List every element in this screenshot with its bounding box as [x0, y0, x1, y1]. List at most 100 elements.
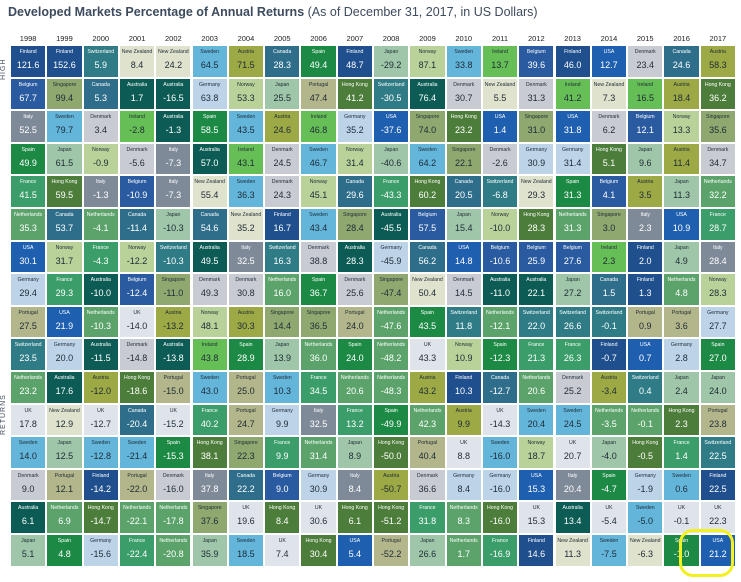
cell-return: 12.1 [55, 483, 74, 494]
table-cell: USA 1.4 [481, 110, 519, 143]
cell-country: Germany [380, 244, 402, 251]
table-cell: Belgium 27.6 [554, 240, 591, 274]
cell-return: 35.6 [709, 125, 727, 136]
cell-country: Hong Kong [51, 179, 78, 186]
table-cell: Ireland 43.8 [191, 338, 228, 371]
table-cell: Norway -0.9 [82, 142, 119, 176]
table-cell: UK 30.6 [300, 501, 337, 534]
cell-return: 12.9 [55, 418, 74, 429]
table-cell: New Zealand 55.4 [191, 175, 228, 208]
cell-return: -12.1 [489, 320, 511, 331]
cell-country: Austria [92, 375, 109, 381]
cell-country: Italy [204, 472, 215, 479]
table-cell: Italy -7.3 [155, 175, 192, 208]
table-cell: Norway 53.3 [227, 77, 265, 111]
cell-return: 22.3 [709, 516, 727, 527]
cell-country: Spain [674, 538, 689, 544]
cell-country: Portugal [381, 538, 401, 544]
table-cell: Sweden -7.5 [590, 534, 628, 567]
cell-country: Portugal [671, 309, 692, 316]
cell-country: Finland [600, 342, 618, 349]
cell-return: 60.2 [418, 190, 437, 201]
cell-country: Switzerland [522, 309, 550, 316]
table-cell: Australia 6.1 [10, 501, 47, 534]
table-cell: Canada 53.7 [46, 208, 83, 241]
table-cell: Denmark 3.4 [82, 110, 119, 143]
table-cell: Denmark 34.7 [699, 142, 736, 176]
table-cell: Netherlands -17.8 [155, 501, 192, 534]
cell-return: 8.4 [275, 516, 289, 527]
table-cell: Denmark 14.5 [445, 273, 482, 306]
cell-return: 49.9 [19, 157, 37, 168]
cell-return: 13.3 [672, 125, 691, 136]
cell-country: Netherlands [667, 277, 696, 284]
cell-return: -22.1 [126, 516, 148, 527]
cell-country: Japan [347, 440, 362, 447]
cell-return: 25.0 [237, 386, 255, 396]
cell-return: 23.8 [709, 418, 727, 429]
cell-country: Australia [90, 277, 111, 284]
table-cell: Finland 16.7 [264, 208, 301, 241]
cell-return: 27.5 [19, 320, 37, 331]
table-cell: Hong Kong 59.5 [46, 175, 83, 208]
cell-return: -14.0 [126, 320, 148, 331]
cell-return: -20.8 [163, 549, 184, 559]
table-cell: Sweden 10.3 [264, 371, 301, 404]
cell-return: 20.4 [527, 418, 546, 429]
cell-return: 52.5 [19, 125, 37, 136]
table-cell: Hong Kong -51.2 [373, 501, 410, 534]
cell-country: Singapore [597, 212, 621, 218]
cell-country: Italy [640, 212, 650, 218]
cell-return: -16.0 [489, 451, 511, 462]
table-cell: Belgium 57.5 [409, 208, 446, 241]
cell-return: -12.4 [126, 288, 148, 299]
cell-country: Sweden [200, 49, 220, 55]
cell-country: Ireland [201, 342, 218, 349]
cell-return: 15.3 [527, 483, 546, 494]
table-cell: France 13.2 [336, 403, 373, 437]
table-cell: Ireland 46.8 [300, 110, 337, 143]
table-cell: Netherlands -10.3 [82, 305, 119, 339]
cell-return: 31.0 [527, 125, 546, 136]
cell-return: -0.1 [637, 418, 653, 429]
cell-return: 4.8 [58, 549, 71, 559]
cell-country: Sweden [236, 538, 256, 544]
cell-return: 41.2 [563, 92, 582, 103]
cell-country: Canada [599, 277, 619, 284]
cell-country: Hong Kong [196, 440, 223, 447]
cell-country: Hong Kong [668, 407, 695, 414]
table-cell: New Zealand 24.2 [155, 45, 192, 78]
cell-country: Netherlands [449, 538, 478, 544]
cell-return: -48.3 [380, 386, 402, 396]
cell-return: -15.2 [163, 418, 184, 429]
table-cell: Sweden 46.7 [300, 142, 337, 176]
table-cell: Finland 14.6 [518, 534, 555, 567]
table-cell: Netherlands 20.6 [518, 371, 555, 404]
table-cell: Hong Kong -16.0 [481, 501, 519, 534]
table-cell: Belgium 67.7 [10, 77, 47, 111]
cell-country: Sweden [200, 375, 220, 381]
cell-country: Switzerland [595, 309, 623, 316]
cell-country: Canada [672, 49, 691, 55]
year-header: 2007 [346, 34, 364, 43]
cell-return: 16.5 [636, 92, 654, 103]
table-cell: Spain 58.5 [191, 110, 228, 143]
cell-return: -0.7 [601, 353, 617, 364]
table-cell: Sweden -21.4 [118, 436, 156, 469]
table-cell: Spain 31.3 [554, 175, 591, 208]
table-cell: New Zealand 5.5 [481, 77, 519, 111]
cell-country: Switzerland [704, 440, 732, 447]
cell-country: Portugal [163, 375, 183, 381]
table-cell: Australia 17.6 [46, 371, 83, 404]
cell-return: 11.3 [673, 190, 690, 201]
cell-return: 22.1 [454, 157, 473, 168]
cell-country: Belgium [563, 244, 583, 251]
table-cell: Australia -13.8 [155, 338, 192, 371]
table-cell: Hong Kong -14.7 [82, 501, 119, 534]
cell-return: 18.7 [527, 451, 546, 462]
table-cell: Switzerland 22.0 [518, 305, 555, 339]
cell-return: 9.0 [21, 483, 35, 494]
table-cell: Netherlands 6.9 [46, 501, 83, 534]
table-cell: Netherlands -48.2 [373, 338, 410, 371]
cell-country: Canada [490, 375, 510, 381]
